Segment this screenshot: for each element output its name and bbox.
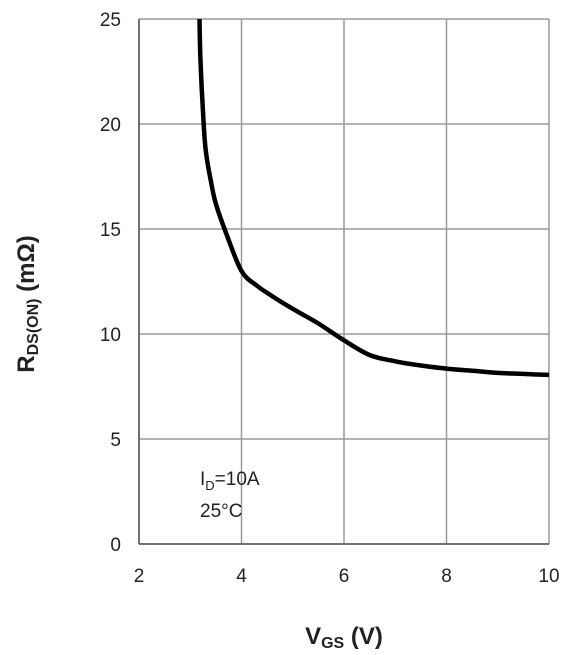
annotation-current-subscript: D <box>205 478 214 493</box>
series <box>197 18 550 378</box>
y-axis-title-main: R <box>13 355 40 372</box>
annotation-current-value: =10A <box>215 469 260 490</box>
x-tick-label: 6 <box>339 566 350 587</box>
annotation-temperature: 25°C <box>200 501 242 522</box>
y-tick-label: 25 <box>100 10 121 31</box>
series-line <box>197 18 550 378</box>
x-tick-label: 10 <box>538 566 559 587</box>
annotation-current: ID=10A <box>200 469 260 493</box>
x-tick-label: 2 <box>134 566 145 587</box>
y-tick-label: 20 <box>100 115 121 136</box>
plot-frame <box>138 19 549 545</box>
y-tick-label: 10 <box>100 325 121 346</box>
y-tick-label: 0 <box>110 535 121 556</box>
y-axis-title: RDS(ON) (mΩ) <box>13 235 42 372</box>
y-tick-label: 5 <box>110 430 121 451</box>
y-tick-labels: 0 5 10 15 20 25 <box>100 10 121 556</box>
x-tick-labels: 2 4 6 8 10 <box>134 566 560 587</box>
annotation-current-symbol: I <box>200 469 205 490</box>
x-axis-title-main: V <box>305 623 321 650</box>
x-axis-title-unit: (V) <box>344 623 383 650</box>
x-axis-title: VGS (V) <box>305 623 383 652</box>
y-axis-title-unit: (mΩ) <box>13 235 40 298</box>
y-axis-title-subscript: DS(ON) <box>25 299 42 356</box>
x-tick-label: 4 <box>236 566 247 587</box>
x-tick-label: 8 <box>441 566 452 587</box>
y-tick-label: 15 <box>100 220 121 241</box>
x-axis-title-subscript: GS <box>321 635 344 652</box>
